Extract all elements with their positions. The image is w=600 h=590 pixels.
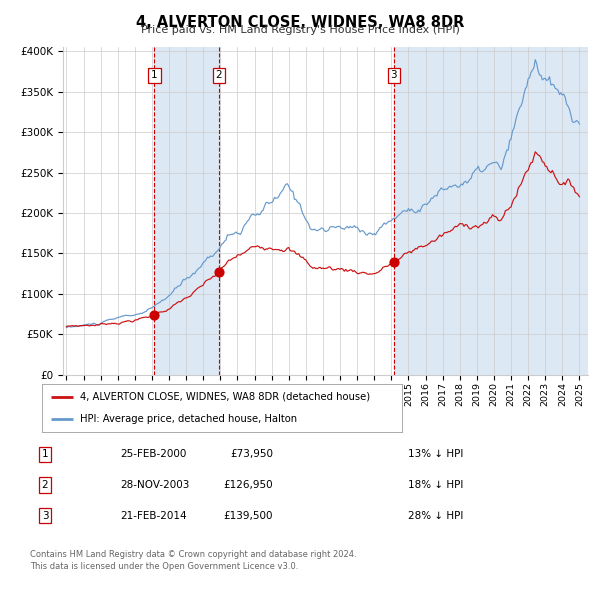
Text: 4, ALVERTON CLOSE, WIDNES, WA8 8DR: 4, ALVERTON CLOSE, WIDNES, WA8 8DR — [136, 15, 464, 30]
Text: 28% ↓ HPI: 28% ↓ HPI — [408, 511, 463, 520]
Point — [149, 310, 159, 320]
Text: 25-FEB-2000: 25-FEB-2000 — [120, 450, 187, 459]
Text: £126,950: £126,950 — [223, 480, 273, 490]
Text: 4, ALVERTON CLOSE, WIDNES, WA8 8DR (detached house): 4, ALVERTON CLOSE, WIDNES, WA8 8DR (deta… — [80, 392, 370, 402]
Text: £139,500: £139,500 — [223, 511, 273, 520]
Text: 2: 2 — [41, 480, 49, 490]
Bar — [394, 47, 588, 375]
Text: 28-NOV-2003: 28-NOV-2003 — [120, 480, 190, 490]
Text: £73,950: £73,950 — [230, 450, 273, 459]
Text: 21-FEB-2014: 21-FEB-2014 — [120, 511, 187, 520]
Text: 3: 3 — [41, 511, 49, 520]
Text: 13% ↓ HPI: 13% ↓ HPI — [408, 450, 463, 459]
Text: HPI: Average price, detached house, Halton: HPI: Average price, detached house, Halt… — [80, 414, 297, 424]
Text: Price paid vs. HM Land Registry's House Price Index (HPI): Price paid vs. HM Land Registry's House … — [140, 25, 460, 35]
Text: Contains HM Land Registry data © Crown copyright and database right 2024.: Contains HM Land Registry data © Crown c… — [30, 550, 356, 559]
Point — [389, 257, 398, 267]
Point — [214, 267, 224, 277]
Text: 1: 1 — [151, 70, 158, 80]
Text: 1: 1 — [41, 450, 49, 459]
Text: 3: 3 — [391, 70, 397, 80]
Bar — [154, 47, 219, 375]
Text: This data is licensed under the Open Government Licence v3.0.: This data is licensed under the Open Gov… — [30, 562, 298, 571]
Text: 18% ↓ HPI: 18% ↓ HPI — [408, 480, 463, 490]
Text: 2: 2 — [215, 70, 222, 80]
